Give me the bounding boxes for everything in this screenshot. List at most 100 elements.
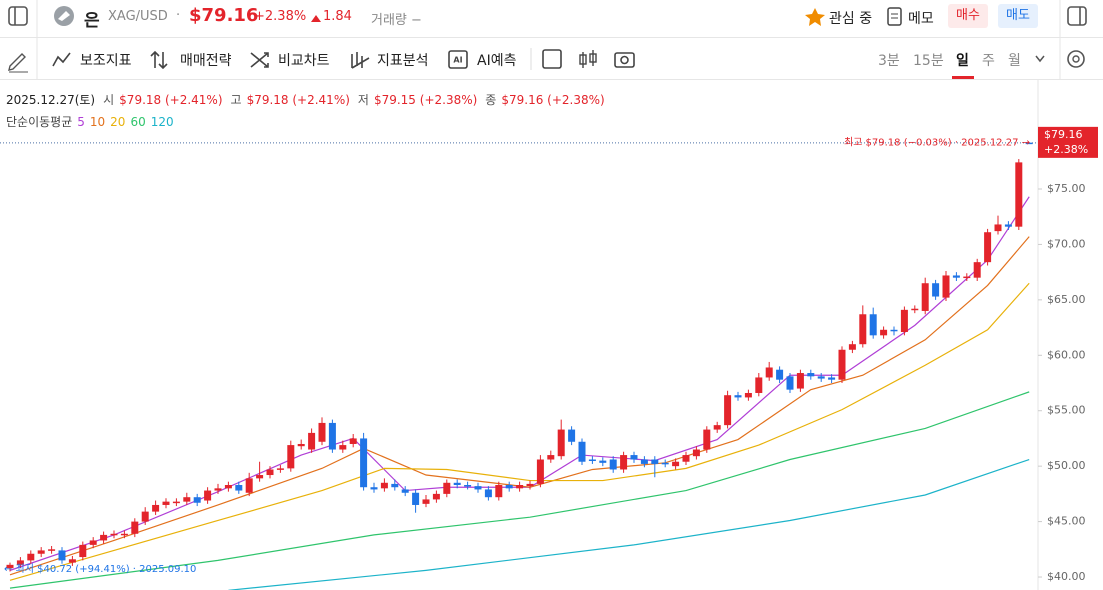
tool-button[interactable]: 지표분석: [377, 53, 429, 69]
candle-body: [526, 483, 534, 487]
candle-body: [640, 459, 648, 464]
candle-body: [401, 489, 409, 493]
svg-text:AI: AI: [453, 56, 462, 65]
candle-body: [1004, 224, 1012, 227]
candle-body: [588, 459, 596, 462]
candle-body: [110, 533, 118, 536]
candle-body: [162, 501, 170, 505]
ma-line: [9, 391, 1030, 589]
ma-line: [9, 236, 1030, 576]
candle-body: [859, 314, 867, 345]
candle-body: [568, 429, 576, 442]
period-button[interactable]: 일: [956, 53, 969, 69]
candle-body: [578, 441, 586, 462]
candle-body: [724, 395, 732, 426]
field-value: $79.16 (+2.38%): [501, 93, 605, 107]
ma-label: 단순이동평균: [6, 115, 73, 129]
candle-body: [620, 455, 628, 470]
y-tick-label: $60.00: [1047, 348, 1086, 361]
period-button[interactable]: 3분: [878, 53, 900, 69]
ma-legend-item: 120: [150, 115, 174, 129]
ma-legend-item: 5: [77, 115, 85, 129]
candle-body: [599, 460, 607, 463]
candle-body: [152, 504, 160, 512]
candle-body: [464, 485, 472, 487]
last-price: $79.16: [1044, 128, 1083, 141]
candle-body: [422, 499, 430, 504]
candle-body: [516, 485, 524, 489]
sell-button[interactable]: 매도: [998, 4, 1038, 28]
icons: AI: [8, 0, 1087, 79]
y-tick-label: $75.00: [1047, 182, 1086, 195]
candle-body: [474, 486, 482, 490]
candle-body: [682, 455, 690, 462]
candle-body: [984, 232, 992, 263]
candle-body: [786, 376, 794, 390]
candle-body: [360, 438, 368, 488]
candle-body: [48, 549, 56, 551]
candle-body: [765, 367, 773, 378]
period-button[interactable]: 월: [1008, 53, 1021, 69]
candle-body: [828, 377, 836, 380]
ma-line: [228, 458, 1030, 590]
low-note: ← 최저 $40.72 (+94.41%) · 2025.09.10: [4, 563, 196, 575]
candle-body: [287, 445, 295, 469]
watch-button[interactable]: 관심 중: [829, 11, 873, 27]
candle-body: [921, 283, 929, 311]
ma-legend: 단순이동평균 5 10 20 60 120: [6, 113, 174, 130]
candle-body: [79, 544, 87, 558]
candle-body: [536, 459, 544, 484]
tool-button[interactable]: 비교차트: [278, 53, 330, 69]
candle-body: [484, 489, 492, 498]
last-price-change: +2.38%: [1044, 143, 1088, 156]
buy-button[interactable]: 매수: [948, 4, 988, 28]
candle-body: [245, 478, 253, 493]
candle-body: [453, 482, 461, 486]
candle-body: [973, 262, 981, 278]
period-button[interactable]: 15분: [913, 53, 944, 69]
candle-body: [27, 553, 35, 561]
field-value: $79.18 (+2.41%): [246, 93, 350, 107]
candle-body: [318, 422, 326, 442]
candle-body: [297, 443, 305, 447]
top-bar: [0, 0, 1103, 38]
candle-body: [744, 392, 752, 398]
candle-body: [380, 482, 388, 489]
ma-line: [9, 282, 1030, 581]
memo-button[interactable]: 메모: [908, 11, 934, 27]
tool-button[interactable]: AI예측: [477, 53, 517, 69]
period-underline: [952, 76, 974, 79]
candle-body: [661, 462, 669, 465]
candle-body: [703, 429, 711, 450]
candle-body: [952, 275, 960, 278]
candle-body: [848, 344, 856, 350]
candle-body: [68, 559, 76, 563]
candle-body: [651, 459, 659, 464]
candle-body: [16, 560, 24, 565]
candle-body: [256, 475, 264, 479]
candle-body: [37, 550, 45, 554]
symbol: XAG/USD: [108, 9, 168, 24]
chart: $40.00 $45.00 $50.00 $55.00 $60.00 $65.00 $70.…: [0, 80, 1098, 590]
tool-button[interactable]: 매매전략: [180, 53, 232, 69]
y-tick-label: $50.00: [1047, 459, 1086, 472]
ma-line: [9, 196, 1030, 571]
candle-body: [994, 224, 1002, 232]
tool-button[interactable]: 보조지표: [80, 53, 132, 69]
field-label: 시: [103, 93, 115, 107]
volume: 거래량 −: [371, 13, 422, 28]
candle-body: [370, 487, 378, 490]
candle-body: [6, 564, 14, 569]
period-button[interactable]: 주: [982, 53, 995, 69]
y-tick-label: $55.00: [1047, 404, 1086, 417]
candle-body: [266, 469, 274, 476]
y-tick-label: $65.00: [1047, 293, 1086, 306]
candle-body: [120, 533, 128, 536]
candle-body: [131, 521, 139, 534]
candle-body: [869, 314, 877, 336]
candle-body: [713, 425, 721, 430]
candle-body: [204, 490, 212, 501]
field-label: 저: [357, 93, 369, 107]
candle-body: [308, 432, 316, 450]
